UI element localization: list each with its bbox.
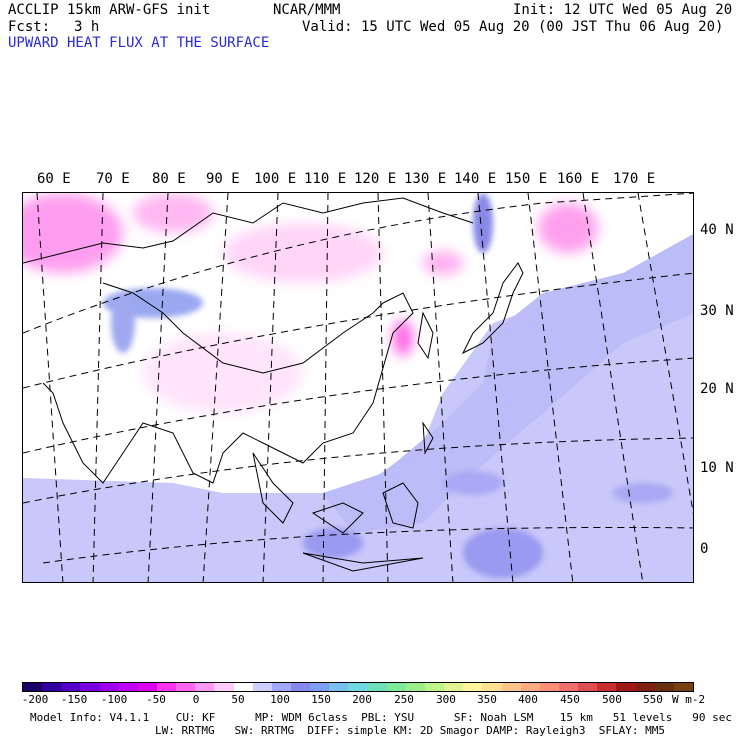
cbar-tick-label: 550: [643, 693, 663, 706]
cbar-tick-label: 200: [352, 693, 372, 706]
cbar-swatch: [23, 683, 43, 691]
cbar-tick-label: 100: [270, 693, 290, 706]
lon-label-100e: 100 E: [254, 171, 297, 187]
cbar-swatch: [195, 683, 215, 691]
cbar-swatch: [616, 683, 637, 691]
cbar-swatch: [271, 683, 292, 691]
cbar-tick-label: 250: [394, 693, 414, 706]
negative-flux-shading: [23, 193, 598, 413]
cbar-tick-label: 0: [192, 693, 200, 706]
cbar-unit: W m-2: [672, 693, 706, 706]
cbar-swatch: [310, 683, 330, 691]
cbar-tick-label: 300: [436, 693, 456, 706]
cbar-swatch: [673, 683, 694, 691]
cbar-tick-label: 500: [602, 693, 622, 706]
model-info-line2: LW: RRTMG SW: RRTMG DIFF: simple KM: 2D …: [155, 724, 665, 737]
cbar-swatch: [233, 683, 254, 691]
forecast-label: Fcst:: [8, 19, 51, 35]
cbar-swatch: [329, 683, 349, 691]
lon-label-170e: 170 E: [613, 171, 656, 187]
cbar-swatch: [367, 683, 388, 691]
cbar-swatch: [654, 683, 675, 691]
cbar-swatch: [520, 683, 541, 691]
color-bar: [22, 682, 694, 692]
cbar-tick-label: 150: [311, 693, 331, 706]
cbar-tick-label: 400: [518, 693, 538, 706]
cbar-tick-label: -100: [100, 693, 128, 706]
field-title: UPWARD HEAT FLUX AT THE SURFACE: [8, 35, 270, 51]
cbar-swatch: [137, 683, 158, 691]
cbar-tick-label: -150: [60, 693, 88, 706]
lat-label-0: 0: [700, 541, 709, 557]
lat-label-20n: 20 N: [700, 381, 734, 397]
cbar-swatch: [425, 683, 445, 691]
lon-label-130e: 130 E: [404, 171, 447, 187]
cbar-swatch: [463, 683, 483, 691]
ocean-flux-shading: [23, 234, 693, 582]
lon-label-70e: 70 E: [96, 171, 130, 187]
cbar-swatch: [80, 683, 101, 691]
cbar-tick-label: 50: [231, 693, 245, 706]
cbar-swatch: [539, 683, 560, 691]
map-canvas: [23, 193, 693, 582]
init-time: Init: 12 UTC Wed 05 Aug 20: [513, 2, 733, 18]
cbar-swatch: [157, 683, 177, 691]
cbar-swatch: [559, 683, 579, 691]
cbar-tick-label: -50: [146, 693, 166, 706]
lon-label-80e: 80 E: [152, 171, 186, 187]
lat-label-10n: 10 N: [700, 460, 734, 476]
heat-flux-map: [22, 192, 694, 583]
coastlines: [23, 197, 524, 572]
cbar-swatch: [176, 683, 196, 691]
lon-label-90e: 90 E: [206, 171, 240, 187]
valid-time: Valid: 15 UTC Wed 05 Aug 20 (00 JST Thu …: [302, 19, 724, 35]
cbar-swatch: [214, 683, 235, 691]
cbar-tick-label: 450: [560, 693, 580, 706]
forecast-hours: 3 h: [74, 19, 100, 35]
lon-label-160e: 160 E: [557, 171, 600, 187]
cbar-swatch: [597, 683, 617, 691]
cbar-swatch: [444, 683, 464, 691]
lat-label-40n: 40 N: [700, 222, 734, 238]
cbar-swatch: [405, 683, 426, 691]
lon-label-140e: 140 E: [454, 171, 497, 187]
cbar-swatch: [348, 683, 369, 691]
model-info-line1: Model Info: V4.1.1 CU: KF MP: WDM 6class…: [30, 711, 732, 724]
cbar-swatch: [252, 683, 273, 691]
cbar-tick-label: 350: [477, 693, 497, 706]
graticule: [23, 193, 693, 582]
lon-label-120e: 120 E: [354, 171, 397, 187]
cbar-swatch: [61, 683, 81, 691]
cbar-swatch: [386, 683, 407, 691]
cbar-swatch: [118, 683, 139, 691]
cbar-tick-label: -200: [21, 693, 49, 706]
center-label: NCAR/MMM: [273, 2, 341, 18]
cbar-swatch: [501, 683, 522, 691]
cbar-swatch: [291, 683, 311, 691]
lat-label-30n: 30 N: [700, 303, 734, 319]
cbar-swatch: [99, 683, 120, 691]
lon-label-110e: 110 E: [304, 171, 347, 187]
lon-label-150e: 150 E: [505, 171, 548, 187]
lon-label-60e: 60 E: [37, 171, 71, 187]
cbar-swatch: [578, 683, 598, 691]
model-title: ACCLIP 15km ARW-GFS init: [8, 2, 211, 18]
cbar-swatch: [635, 683, 656, 691]
cbar-swatch: [482, 683, 503, 691]
cbar-swatch: [42, 683, 62, 691]
